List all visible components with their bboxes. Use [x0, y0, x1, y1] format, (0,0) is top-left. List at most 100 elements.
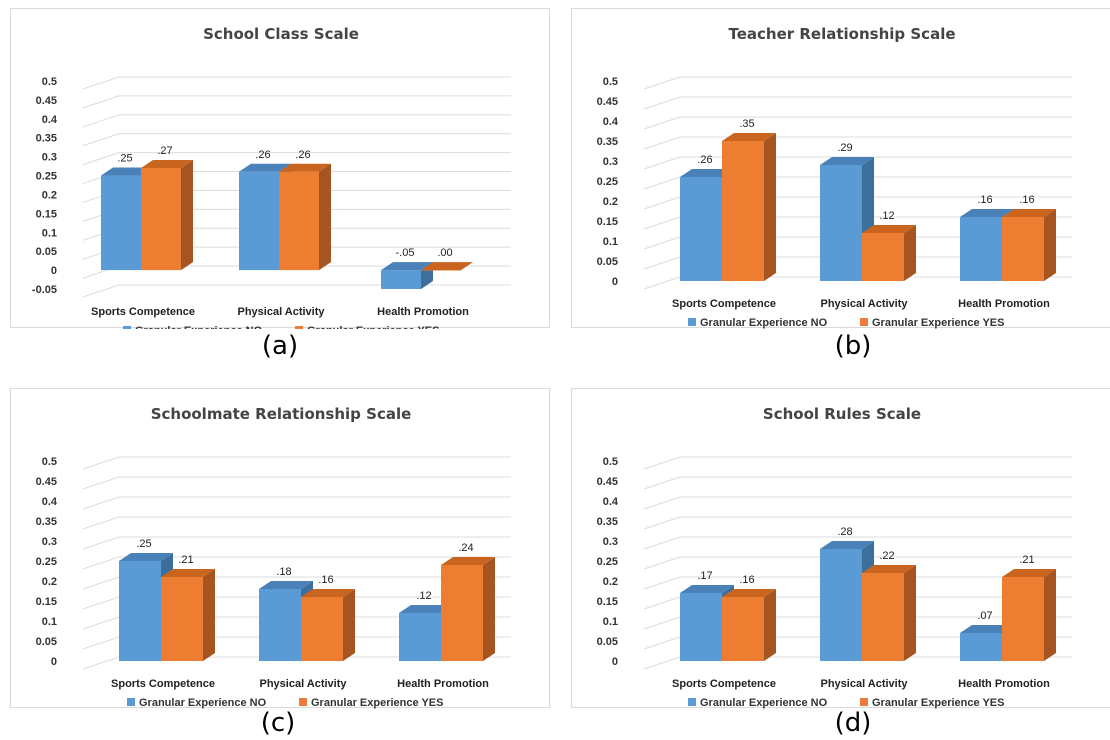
y-tick-label: 0.35	[36, 516, 57, 528]
category-label-physical-activity: Physical Activity	[237, 306, 325, 318]
category-label-sports-competence: Sports Competence	[672, 298, 776, 310]
data-label-no-sports-competence: .25	[136, 538, 151, 550]
legend-swatch-yes	[295, 326, 303, 329]
grid-diagonal	[643, 236, 681, 250]
category-label-health-promotion: Health Promotion	[377, 306, 469, 318]
y-tick-label: 0.4	[42, 496, 58, 508]
bar-no-physical-activity	[239, 171, 279, 271]
y-tick-label: 0.45	[36, 476, 57, 488]
data-label-no-health-promotion: .07	[977, 610, 992, 622]
legend-swatch-yes	[860, 318, 868, 326]
y-tick-label: 0.3	[42, 536, 57, 548]
data-label-yes-health-promotion: .16	[1019, 194, 1034, 206]
y-tick-label: 0.3	[603, 156, 618, 168]
y-tick-label: 0.25	[597, 176, 618, 188]
grid-diagonal	[643, 116, 681, 130]
y-tick-label: 0.1	[603, 236, 618, 248]
category-label-physical-activity: Physical Activity	[820, 678, 908, 690]
chart-panel-b: Teacher Relationship Scale 0.5 0.45 0.4 0.35…	[571, 8, 1110, 329]
grid-diagonal	[82, 516, 120, 530]
data-label-yes-health-promotion: .24	[458, 542, 473, 554]
grid-diagonal	[82, 536, 120, 550]
chart-a-svg: School Class Scale0.50.450.40.350.30.250…	[32, 25, 511, 329]
bar-yes-sports-competence	[722, 597, 764, 661]
bar-top-no-physical-activity	[239, 163, 291, 172]
data-label-no-physical-activity: .18	[276, 566, 291, 578]
bar-side-yes-health-promotion	[483, 557, 495, 661]
y-tick-label: 0.35	[597, 516, 618, 528]
bar-top-yes-physical-activity	[301, 589, 355, 597]
y-tick-label: 0.45	[36, 95, 57, 107]
y-tick-label: 0.1	[42, 616, 57, 628]
chart-title: School Rules Scale	[763, 405, 921, 423]
grid-diagonal	[82, 476, 120, 490]
category-label-sports-competence: Sports Competence	[672, 678, 776, 690]
y-tick-label: 0.3	[603, 536, 618, 548]
grid-diagonal	[643, 496, 681, 510]
bar-no-physical-activity	[259, 589, 301, 661]
y-tick-label: 0.05	[36, 636, 57, 648]
y-tick-label: 0.45	[597, 476, 618, 488]
bar-yes-sports-competence	[161, 577, 203, 661]
grid-diagonal	[643, 516, 681, 530]
grid-diagonal	[82, 576, 120, 590]
grid-diagonal	[82, 596, 120, 610]
bar-top-no-physical-activity	[820, 157, 874, 165]
category-label-physical-activity: Physical Activity	[259, 678, 347, 690]
legend-swatch-no	[688, 698, 696, 706]
bar-no-health-promotion	[960, 633, 1002, 661]
bar-side-yes-physical-activity	[343, 589, 355, 661]
bar-yes-health-promotion	[1002, 577, 1044, 661]
data-label-no-physical-activity: .29	[837, 142, 852, 154]
bar-yes-health-promotion	[421, 270, 461, 271]
bar-side-yes-sports-competence	[181, 159, 193, 271]
bar-top-no-physical-activity	[259, 581, 313, 589]
grid-diagonal	[643, 76, 681, 90]
chart-title: Teacher Relationship Scale	[728, 25, 955, 43]
data-label-yes-sports-competence: .16	[739, 574, 754, 586]
bar-no-sports-competence	[101, 175, 141, 271]
grid-diagonal	[82, 95, 120, 109]
bar-top-no-physical-activity	[820, 541, 874, 549]
grid-diagonal	[643, 276, 681, 290]
chart-title: School Class Scale	[203, 25, 359, 43]
bar-top-yes-health-promotion	[421, 262, 473, 271]
grid-diagonal	[82, 496, 120, 510]
bar-no-health-promotion	[381, 270, 421, 289]
y-tick-label: -0.05	[32, 284, 57, 296]
chart-panel-d: School Rules Scale 0.5 0.45 0.4 0.35 0.3 0.25 0…	[571, 388, 1110, 709]
grid-diagonal	[82, 616, 120, 630]
bar-side-yes-sports-competence	[764, 589, 776, 661]
bar-side-yes-health-promotion	[1044, 569, 1056, 661]
bar-side-yes-physical-activity	[904, 225, 916, 281]
grid-diagonal	[643, 96, 681, 110]
bar-top-yes-sports-competence	[722, 133, 776, 141]
chart-panel-c: Schoolmate Relationship Scale 0.5 0.45 0.4 0…	[10, 388, 550, 709]
y-tick-label: 0.4	[42, 114, 58, 126]
y-tick-label: 0.2	[603, 576, 618, 588]
bar-yes-health-promotion	[1002, 217, 1044, 281]
bar-side-yes-sports-competence	[203, 569, 215, 661]
bar-yes-sports-competence	[722, 141, 764, 281]
grid-diagonal	[643, 636, 681, 650]
bar-top-yes-health-promotion	[1002, 569, 1056, 577]
bar-side-yes-health-promotion	[1044, 209, 1056, 281]
bar-top-yes-physical-activity	[279, 163, 331, 172]
y-tick-label: 0.5	[603, 76, 618, 88]
legend-label-no: Granular Experience NO	[135, 325, 263, 329]
y-tick-label: 0.35	[36, 133, 57, 145]
bar-yes-sports-competence	[141, 167, 181, 271]
grid-diagonal	[643, 596, 681, 610]
y-tick-label: 0.1	[603, 616, 618, 628]
bar-top-yes-sports-competence	[141, 159, 193, 168]
bar-no-sports-competence	[119, 561, 161, 661]
y-tick-label: 0	[612, 656, 618, 668]
chart-b-svg: Teacher Relationship Scale0.50.450.40.35…	[597, 25, 1072, 329]
bar-top-no-sports-competence	[680, 169, 734, 177]
legend-label-no: Granular Experience NO	[139, 697, 267, 709]
bar-top-yes-physical-activity	[862, 565, 916, 573]
y-tick-label: 0.35	[597, 136, 618, 148]
panel-label-d: (d)	[834, 708, 872, 738]
y-tick-label: 0.5	[603, 456, 618, 468]
legend-swatch-no	[123, 326, 131, 329]
